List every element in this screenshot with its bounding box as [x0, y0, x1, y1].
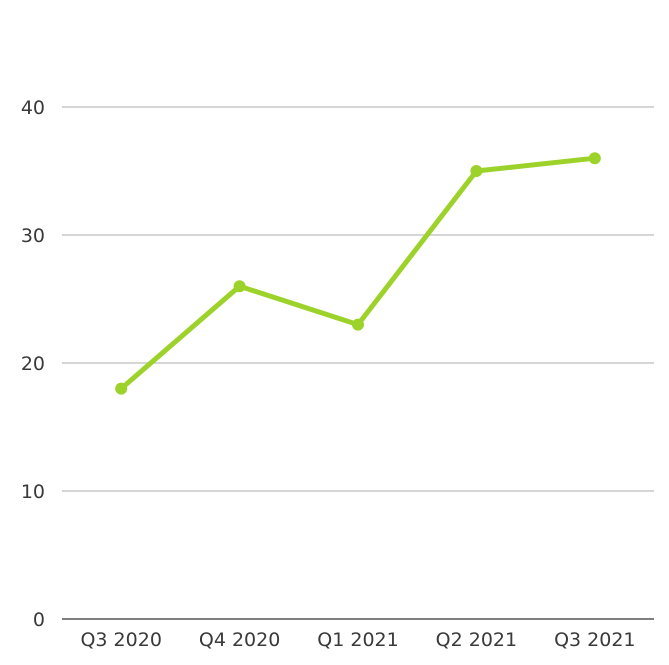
data-point-q2-2021 [470, 165, 483, 177]
series-line [118, 155, 598, 392]
y-tick-label: 20 [21, 353, 45, 375]
data-point-q1-2021 [352, 318, 364, 331]
data-point-q3-2020 [115, 382, 128, 395]
gridlines [62, 106, 654, 620]
data-point-q4-2020 [233, 280, 246, 293]
x-axis-tick-labels: Q3 2020 Q4 2020 Q1 2021 Q2 2021 Q3 2021 [80, 629, 635, 651]
y-tick-label: 10 [21, 481, 45, 503]
y-tick-label: 40 [21, 97, 45, 119]
x-tick-label: Q1 2021 [317, 629, 398, 651]
series-layer [115, 152, 601, 395]
x-tick-label: Q3 2020 [80, 629, 161, 651]
y-tick-label: 30 [21, 225, 45, 247]
y-tick-label: 0 [33, 609, 45, 631]
x-tick-label: Q3 2021 [554, 629, 635, 651]
data-point-q3-2021 [588, 152, 601, 165]
x-tick-label: Q4 2020 [199, 629, 280, 651]
y-axis-tick-labels: 0 10 20 30 40 [21, 97, 45, 631]
x-tick-label: Q2 2021 [436, 629, 517, 651]
